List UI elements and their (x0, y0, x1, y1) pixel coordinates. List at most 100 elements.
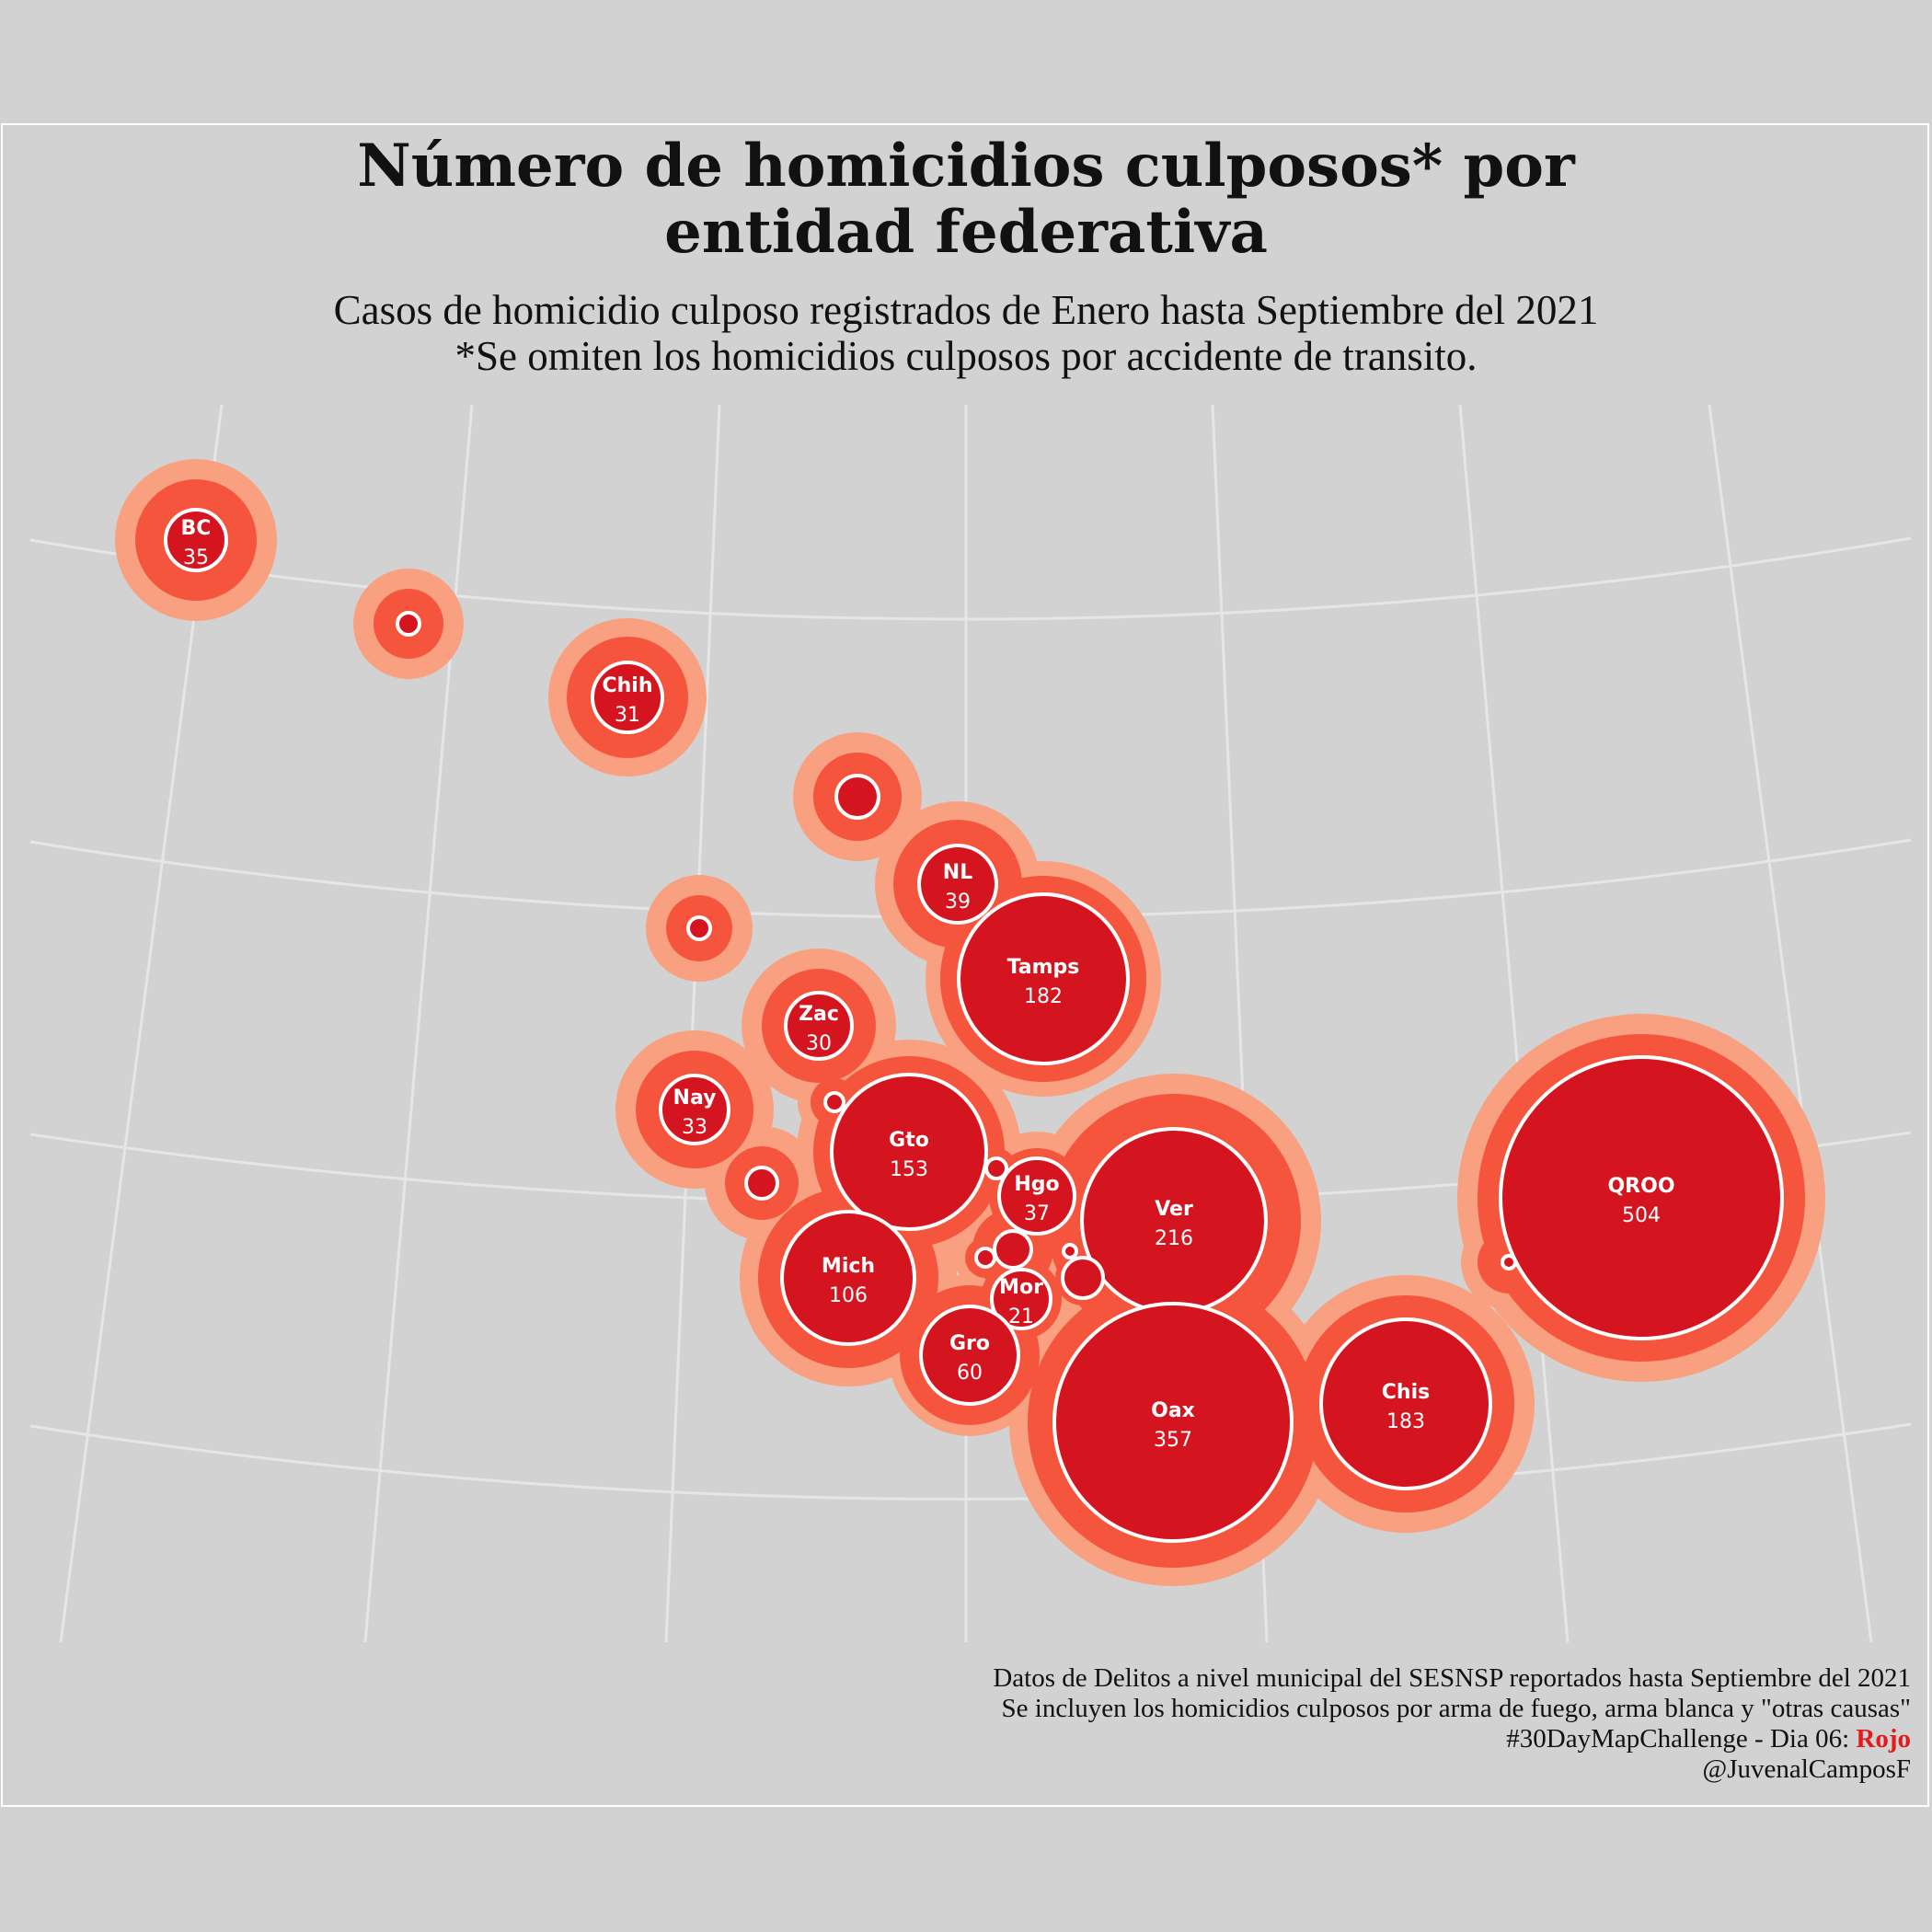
state-bubble[interactable] (993, 1229, 1033, 1270)
state-abbr-label: Ver (1155, 1198, 1193, 1221)
state-core (823, 1091, 845, 1113)
state-bubble[interactable] (834, 774, 880, 820)
caption-accent-word: Rojo (1856, 1724, 1911, 1754)
graticule-line (1708, 404, 1873, 1643)
state-bubble-oax[interactable]: Oax 357 (1052, 1302, 1294, 1543)
state-bubble-nl[interactable]: NL 39 (917, 844, 998, 925)
state-abbr-label: Nay (673, 1087, 717, 1110)
plot-frame (1, 123, 1929, 1807)
subtitle-line-2: *Se omiten los homicidios culposos por a… (454, 333, 1478, 379)
state-core (957, 892, 1130, 1065)
state-value-label: 60 (957, 1362, 983, 1385)
map-title: Número de homicidios culposos* por entid… (0, 133, 1932, 266)
state-abbr-label: Hgo (1014, 1173, 1059, 1196)
state-value-label: 35 (183, 546, 209, 569)
state-value-label: 37 (1024, 1202, 1050, 1225)
title-line-2: entidad federativa (664, 198, 1268, 267)
state-bubble[interactable] (984, 1156, 1008, 1180)
state-core (984, 1156, 1008, 1180)
state-bubbles: BC 35 Chih 31 NL 39 Tamps 182 Zac 30 Nay 33 Gto 153 Hg… (115, 459, 1825, 1586)
graticule-line (664, 404, 721, 1643)
state-bubble-mich[interactable]: Mich 106 (780, 1210, 916, 1346)
state-value-label: 39 (945, 891, 971, 914)
state-core (974, 1247, 996, 1269)
state-value-label: 357 (1154, 1429, 1192, 1452)
caption-author: @JuvenalCamposF (1702, 1754, 1911, 1784)
state-value-label: 106 (829, 1284, 868, 1307)
state-bubble-tamps[interactable]: Tamps 182 (957, 892, 1130, 1065)
state-core (780, 1210, 916, 1346)
state-bubble-nay[interactable]: Nay 33 (659, 1074, 730, 1145)
state-core (830, 1073, 988, 1231)
state-abbr-label: Zac (799, 1003, 839, 1026)
state-value-label: 21 (1008, 1305, 1034, 1328)
state-value-label: 183 (1386, 1410, 1425, 1433)
state-abbr-label: QROO (1607, 1175, 1674, 1198)
state-abbr-label: BC (181, 517, 212, 540)
state-bubble[interactable] (744, 1166, 779, 1201)
graticule-line (29, 536, 1912, 621)
state-value-label: 182 (1024, 985, 1063, 1008)
state-bubble-hgo[interactable]: Hgo 37 (997, 1156, 1076, 1236)
state-core (990, 1268, 1052, 1330)
core-layer: BC 35 Chih 31 NL 39 Tamps 182 Zac 30 Nay 33 Gto 153 Hg… (164, 508, 1784, 1543)
state-bubble-mor[interactable]: Mor 21 (990, 1268, 1052, 1330)
state-bubble[interactable] (823, 1091, 845, 1113)
caption-line-2: Se incluyen los homicidios culposos por … (1001, 1694, 1911, 1723)
source-caption: Datos de Delitos a nivel municipal del S… (623, 1663, 1911, 1785)
state-bubble-qroo[interactable]: QROO 504 (1499, 1055, 1784, 1340)
state-core (744, 1166, 779, 1201)
state-bubble[interactable] (396, 611, 421, 637)
state-core (1052, 1302, 1294, 1543)
state-bubble-zac[interactable]: Zac 30 (784, 991, 854, 1061)
state-bubble[interactable] (1501, 1254, 1517, 1271)
state-bubble-bc[interactable]: BC 35 (164, 508, 228, 572)
state-core (1499, 1055, 1784, 1340)
state-bubble[interactable] (1061, 1256, 1105, 1300)
state-core (396, 611, 421, 637)
state-core (164, 508, 228, 572)
state-core (1501, 1254, 1517, 1271)
state-value-label: 33 (682, 1116, 707, 1139)
state-core (917, 844, 998, 925)
state-abbr-label: Mich (822, 1255, 875, 1278)
caption-line-1: Datos de Delitos a nivel municipal del S… (993, 1663, 1911, 1693)
caption-hashtag: #30DayMapChallenge - Dia 06: (1506, 1724, 1857, 1754)
state-core (993, 1229, 1033, 1270)
state-bubble[interactable] (686, 915, 712, 941)
map-subtitle: Casos de homicidio culposo registrados d… (0, 287, 1932, 379)
state-core (686, 915, 712, 941)
state-bubble[interactable] (974, 1247, 996, 1269)
state-core (997, 1156, 1076, 1236)
state-abbr-label: Chih (602, 674, 652, 697)
state-value-label: 31 (615, 704, 640, 727)
state-core (1061, 1256, 1105, 1300)
state-value-label: 30 (806, 1032, 832, 1055)
state-value-label: 153 (890, 1158, 928, 1181)
state-core (784, 991, 854, 1061)
caption-line-3: #30DayMapChallenge - Dia 06: Rojo (623, 1724, 1911, 1754)
state-bubble[interactable] (1062, 1243, 1078, 1259)
state-bubble-gro[interactable]: Gro 60 (919, 1305, 1020, 1406)
state-abbr-label: Chis (1382, 1381, 1430, 1404)
state-value-label: 504 (1622, 1204, 1661, 1227)
state-bubble-chih[interactable]: Chih 31 (591, 661, 664, 734)
state-abbr-label: NL (943, 861, 972, 884)
title-line-1: Número de homicidios culposos* por (357, 132, 1575, 201)
state-bubble-gto[interactable]: Gto 153 (830, 1073, 988, 1231)
state-abbr-label: Tamps (1007, 956, 1080, 979)
state-core (591, 661, 664, 734)
state-core (1319, 1317, 1492, 1490)
state-bubble-ver[interactable]: Ver 216 (1080, 1127, 1268, 1315)
state-abbr-label: Oax (1151, 1399, 1195, 1422)
state-abbr-label: Gro (949, 1332, 990, 1355)
state-core (1062, 1243, 1078, 1259)
state-abbr-label: Mor (999, 1276, 1043, 1299)
graticule-line (29, 1422, 1912, 1501)
state-core (659, 1074, 730, 1145)
state-bubble-chis[interactable]: Chis 183 (1319, 1317, 1492, 1490)
state-value-label: 216 (1155, 1227, 1193, 1250)
state-core (1080, 1127, 1268, 1315)
state-core (919, 1305, 1020, 1406)
